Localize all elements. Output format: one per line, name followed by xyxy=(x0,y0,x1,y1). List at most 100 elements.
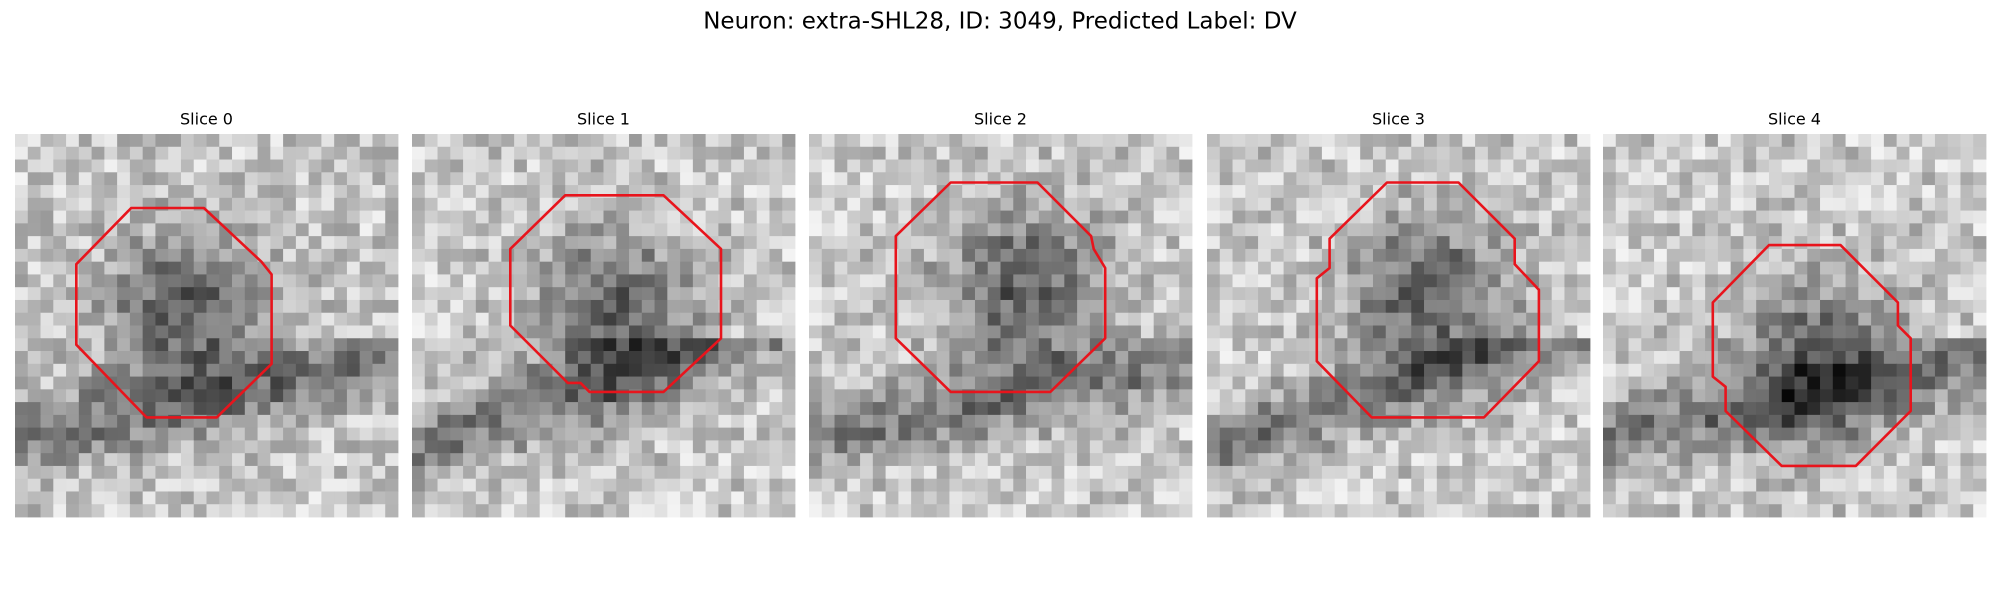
pixel xyxy=(1641,440,1655,454)
pixel xyxy=(385,287,399,301)
pixel xyxy=(1858,223,1872,237)
pixel xyxy=(1051,325,1065,339)
pixel xyxy=(450,402,464,416)
pixel xyxy=(641,363,655,377)
pixel xyxy=(257,172,271,186)
pixel xyxy=(1973,465,1987,480)
pixel xyxy=(1679,299,1693,314)
pixel xyxy=(1487,299,1502,314)
pixel xyxy=(488,312,502,326)
pixel xyxy=(1153,197,1167,211)
pixel xyxy=(911,159,925,173)
pixel xyxy=(155,491,169,505)
pixel xyxy=(1038,351,1052,365)
pixel xyxy=(437,159,451,173)
contour xyxy=(894,181,1107,394)
pixel xyxy=(437,465,451,480)
pixel xyxy=(1896,248,1910,263)
pixel xyxy=(1973,414,1987,429)
pixel xyxy=(1666,159,1680,173)
pixel xyxy=(1564,504,1578,518)
pixel xyxy=(1153,465,1167,480)
pixel xyxy=(1347,465,1361,480)
pixel xyxy=(629,478,643,492)
pixel xyxy=(1102,338,1116,352)
pixel xyxy=(1577,427,1591,441)
pixel xyxy=(193,491,207,505)
pixel xyxy=(501,351,515,365)
pixel xyxy=(1207,376,1221,390)
pixel xyxy=(1102,351,1116,365)
pixel xyxy=(1768,414,1783,429)
pixel xyxy=(412,236,426,250)
pixel xyxy=(782,465,796,480)
pixel xyxy=(321,274,335,288)
pixel xyxy=(1219,453,1233,467)
pixel xyxy=(1436,299,1450,314)
pixel xyxy=(1385,376,1399,390)
pixel xyxy=(1666,325,1680,339)
pixel xyxy=(1449,146,1463,160)
pixel xyxy=(257,427,271,441)
pixel xyxy=(359,338,373,352)
pixel xyxy=(1153,325,1167,339)
pixel xyxy=(168,453,182,467)
pixel xyxy=(1883,453,1898,467)
pixel xyxy=(15,478,29,492)
pixel xyxy=(718,465,732,480)
pixel xyxy=(834,325,848,339)
pixel xyxy=(1436,274,1450,288)
pixel xyxy=(1705,478,1719,492)
pixel xyxy=(1768,299,1783,314)
pixel xyxy=(1883,504,1898,518)
pixel xyxy=(1832,414,1846,429)
pixel xyxy=(1922,197,1936,211)
pixel xyxy=(821,159,835,173)
pixel xyxy=(923,351,938,365)
pixel xyxy=(1705,261,1719,275)
pixel xyxy=(372,223,386,237)
pixel xyxy=(1283,210,1297,224)
pixel xyxy=(1089,478,1104,492)
pixel xyxy=(1909,236,1923,250)
pixel xyxy=(1038,159,1052,173)
pixel xyxy=(1628,325,1642,339)
pixel xyxy=(168,389,182,403)
pixel xyxy=(346,146,361,160)
pixel xyxy=(206,312,220,326)
pixel xyxy=(475,134,489,148)
pixel xyxy=(359,172,373,186)
pixel xyxy=(756,159,770,173)
pixel xyxy=(283,223,297,237)
pixel xyxy=(1934,287,1949,301)
pixel xyxy=(974,299,989,314)
pixel xyxy=(705,210,719,224)
pixel xyxy=(1475,465,1489,480)
pixel xyxy=(1166,427,1180,441)
pixel xyxy=(1258,146,1272,160)
pixel xyxy=(577,325,592,339)
pixel xyxy=(885,185,899,199)
pixel xyxy=(27,478,41,492)
pixel xyxy=(1296,172,1310,186)
pixel xyxy=(1179,274,1193,288)
pixel xyxy=(692,414,707,429)
pixel xyxy=(1845,453,1859,467)
pixel xyxy=(898,248,912,263)
pixel xyxy=(1603,236,1617,250)
pixel xyxy=(1207,287,1221,301)
pixel xyxy=(1628,197,1642,211)
pixel xyxy=(1883,465,1898,480)
pixel xyxy=(1102,427,1116,441)
pixel xyxy=(1398,453,1412,467)
pixel xyxy=(1219,414,1233,429)
pixel xyxy=(104,465,118,480)
pixel xyxy=(1207,389,1221,403)
pixel xyxy=(1820,287,1834,301)
pixel xyxy=(1115,338,1129,352)
pixel xyxy=(1666,427,1680,441)
pixel xyxy=(1768,325,1783,339)
pixel xyxy=(27,248,41,263)
pixel xyxy=(257,299,271,314)
pixel xyxy=(1743,134,1757,148)
